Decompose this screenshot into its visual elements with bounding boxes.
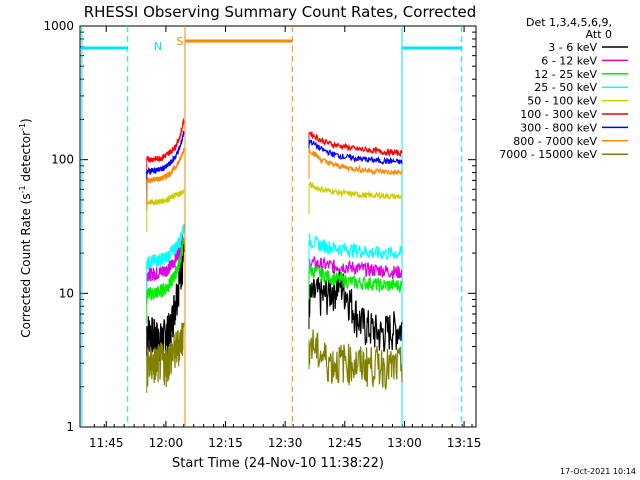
legend-label-7: 300 - 800 keV [520, 121, 597, 134]
series-line-3-part-1 [146, 237, 185, 301]
legend-label-3: 12 - 25 keV [534, 68, 597, 81]
series-line-3-part-2 [308, 264, 403, 293]
series-line-1-part-1 [146, 239, 185, 362]
x-axis-label: Start Time (24-Nov-10 11:38:22) [172, 456, 384, 471]
legend-label-8: 800 - 7000 keV [513, 135, 597, 148]
legend-label-9: 7000 - 15000 keV [499, 148, 597, 161]
chart-title: RHESSI Observing Summary Count Rates, Co… [84, 3, 477, 21]
flag-lines [81, 26, 463, 427]
y-tick-label: 100 [51, 153, 74, 167]
y-axis-label-sup2: -1 [18, 123, 27, 131]
series-line-6-part-1 [146, 117, 185, 163]
data-series [146, 117, 403, 393]
x-tick-label: 12:15 [208, 436, 243, 450]
y-tick-label: 1000 [43, 19, 74, 33]
series-line-7-part-2 [308, 139, 403, 166]
y-axis-label: Corrected Count Rate (s-1 detector-1) [18, 118, 33, 337]
series-line-9-part-1 [146, 322, 185, 388]
timestamp: 17-Oct-2021 10:14 [560, 467, 636, 476]
x-tick-label: 11:45 [89, 436, 124, 450]
series-line-4-part-2 [308, 232, 403, 261]
legend-label-5: 50 - 100 keV [527, 95, 597, 108]
saa-label: S [177, 35, 184, 48]
plot-frame [79, 25, 477, 428]
legend-label-4: 25 - 50 keV [534, 81, 597, 94]
x-tick-label: 12:30 [268, 436, 303, 450]
legend-header-line1: Det 1,3,4,5,6,9, [526, 16, 612, 29]
x-axis: 11:45 12:00 12:15 12:30 12:45 13:00 13:15 [89, 26, 481, 450]
x-tick-label: 12:00 [149, 436, 184, 450]
series-line-5-part-2 [308, 180, 403, 200]
series-line-4-part-1 [146, 224, 185, 270]
night-label: N [154, 40, 162, 53]
y-axis-label-sup1: -1 [18, 185, 27, 193]
legend-label-6: 100 - 300 keV [520, 108, 597, 121]
series-line-8-part-2 [308, 147, 403, 176]
series-line-5-part-1 [146, 189, 185, 206]
legend-label-1: 3 - 6 keV [548, 41, 597, 54]
series-line-8-part-1 [146, 148, 185, 184]
y-axis-label-main: Corrected Count Rate (s [19, 193, 33, 337]
x-tick-label: 13:15 [447, 436, 482, 450]
x-tick-label: 12:45 [327, 436, 362, 450]
y-tick-label: 10 [59, 286, 74, 300]
legend-label-2: 6 - 12 keV [541, 54, 597, 67]
series-line-2-part-2 [308, 255, 403, 280]
y-tick-label: 1 [66, 420, 74, 434]
series-line-1-part-2 [308, 268, 403, 352]
legend-header-line2: Att 0 [586, 28, 612, 41]
series-line-2-part-1 [146, 224, 185, 282]
x-tick-label: 13:00 [387, 436, 422, 450]
y-axis: 1 10 100 1000 [43, 19, 476, 434]
series-line-9-part-2 [308, 329, 403, 391]
series-line-6-part-2 [308, 131, 403, 157]
y-axis-label-end: ) [19, 118, 33, 123]
series-line-7-part-1 [146, 130, 185, 176]
y-axis-label-mid: detector [19, 131, 33, 186]
